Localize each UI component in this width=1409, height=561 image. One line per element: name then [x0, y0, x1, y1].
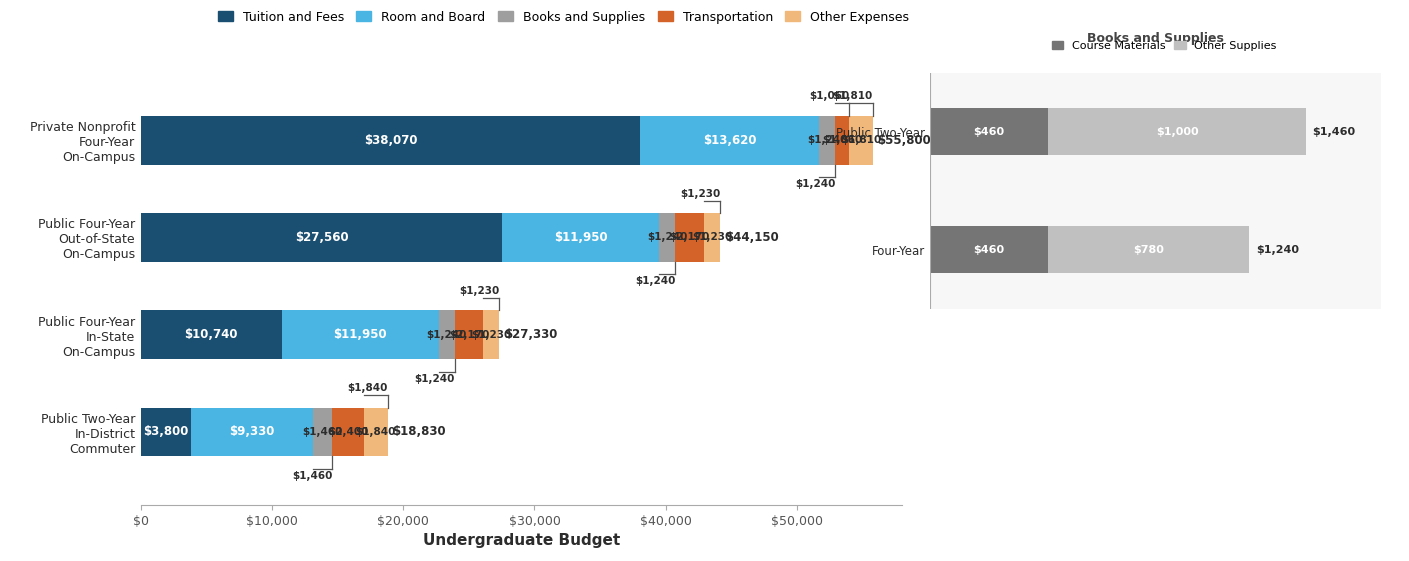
Bar [141, 116, 640, 164]
Bar [483, 310, 499, 359]
Text: $1,000: $1,000 [1155, 127, 1199, 137]
Text: $1,230: $1,230 [679, 188, 720, 199]
Text: $460: $460 [974, 245, 1005, 255]
Text: $1,240: $1,240 [1255, 245, 1299, 255]
Bar [141, 310, 282, 359]
Text: $55,800: $55,800 [878, 134, 931, 147]
Text: $1,060: $1,060 [821, 135, 862, 145]
Text: $1,230: $1,230 [459, 286, 499, 296]
Text: $3,800: $3,800 [144, 425, 189, 439]
Title: Books and Supplies: Books and Supplies [1086, 33, 1224, 45]
Text: $1,240: $1,240 [647, 232, 688, 242]
Text: $1,240: $1,240 [795, 179, 836, 189]
Bar [1048, 108, 1306, 155]
Legend: Tuition and Fees, Room and Board, Books and Supplies, Transportation, Other Expe: Tuition and Fees, Room and Board, Books … [213, 6, 914, 29]
Text: $1,230: $1,230 [692, 232, 733, 242]
Text: $1,840: $1,840 [355, 427, 396, 437]
Bar [190, 408, 313, 456]
Text: $11,950: $11,950 [554, 231, 607, 244]
Text: $1,460: $1,460 [1313, 127, 1355, 137]
Bar [675, 213, 704, 262]
Legend: Course Materials, Other Supplies: Course Materials, Other Supplies [1047, 36, 1281, 55]
Bar [141, 213, 503, 262]
Text: $27,330: $27,330 [504, 328, 558, 341]
Bar [455, 310, 483, 359]
Text: $1,060: $1,060 [809, 91, 850, 102]
Bar [659, 213, 675, 262]
Text: $11,950: $11,950 [334, 328, 387, 341]
Text: $1,240: $1,240 [427, 330, 466, 340]
Bar [640, 116, 819, 164]
Bar [930, 226, 1048, 273]
Bar [930, 108, 1048, 155]
Bar [819, 116, 836, 164]
Text: $780: $780 [1133, 245, 1164, 255]
Text: $44,150: $44,150 [724, 231, 778, 244]
Text: $1,240: $1,240 [414, 374, 455, 384]
Text: $1,230: $1,230 [471, 330, 511, 340]
Bar [438, 310, 455, 359]
Text: $1,460: $1,460 [303, 427, 342, 437]
Text: $1,460: $1,460 [292, 471, 333, 481]
Text: $1,240: $1,240 [807, 135, 847, 145]
Text: $38,070: $38,070 [364, 134, 417, 147]
Text: $2,400: $2,400 [328, 427, 368, 437]
Text: $1,810: $1,810 [833, 91, 874, 102]
Bar [850, 116, 874, 164]
Bar [503, 213, 659, 262]
Text: $2,170: $2,170 [669, 232, 710, 242]
Bar [364, 408, 387, 456]
Text: $13,620: $13,620 [703, 134, 757, 147]
Text: $10,740: $10,740 [185, 328, 238, 341]
Text: $27,560: $27,560 [294, 231, 348, 244]
Bar [1048, 226, 1250, 273]
Text: $2,170: $2,170 [449, 330, 489, 340]
X-axis label: Undergraduate Budget: Undergraduate Budget [423, 533, 620, 548]
Bar [333, 408, 364, 456]
Text: $1,810: $1,810 [841, 135, 881, 145]
Bar [141, 408, 190, 456]
Bar [836, 116, 850, 164]
Text: $1,240: $1,240 [635, 277, 675, 286]
Text: $1,840: $1,840 [348, 383, 387, 393]
Bar [313, 408, 333, 456]
Text: $18,830: $18,830 [393, 425, 447, 439]
Bar [704, 213, 720, 262]
Text: $9,330: $9,330 [230, 425, 275, 439]
Text: $460: $460 [974, 127, 1005, 137]
Bar [282, 310, 438, 359]
